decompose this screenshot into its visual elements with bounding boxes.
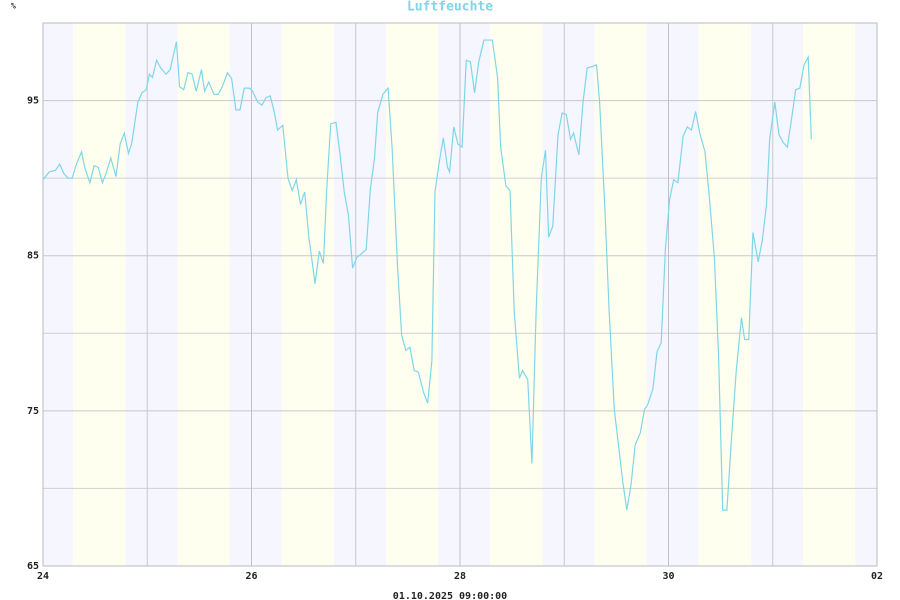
- night-band: [750, 23, 773, 566]
- x-tick-label: 26: [245, 571, 257, 582]
- x-axis-label: 01.10.2025 09:00:00: [393, 591, 507, 600]
- night-band: [668, 23, 699, 566]
- night-band: [43, 23, 74, 566]
- y-tick-label: 85: [27, 251, 39, 262]
- night-band: [646, 23, 669, 566]
- day-band: [698, 23, 751, 566]
- y-axis-unit: %: [11, 2, 16, 11]
- day-band: [594, 23, 647, 566]
- night-band: [355, 23, 386, 566]
- background-bands: [43, 23, 877, 566]
- day-band: [802, 23, 856, 566]
- night-band: [333, 23, 356, 566]
- y-tick-label: 75: [27, 406, 39, 417]
- day-band: [177, 23, 230, 566]
- x-tick-label: 30: [662, 571, 674, 582]
- plot-frame: [42, 22, 878, 567]
- night-band: [772, 23, 803, 566]
- night-band: [855, 23, 877, 566]
- night-band: [229, 23, 252, 566]
- night-band: [564, 23, 595, 566]
- y-tick-label: 65: [27, 561, 39, 572]
- x-tick-label: 24: [37, 571, 49, 582]
- day-band: [73, 23, 126, 566]
- night-band: [147, 23, 178, 566]
- y-tick-label: 95: [27, 96, 39, 107]
- night-band: [460, 23, 491, 566]
- x-tick-label: 28: [454, 571, 466, 582]
- night-band: [542, 23, 565, 566]
- night-band: [438, 23, 460, 566]
- data-line: [42, 39, 812, 511]
- chart-title: Luftfeuchte: [407, 0, 493, 15]
- day-band: [490, 23, 543, 566]
- day-band: [281, 23, 334, 566]
- day-band: [385, 23, 439, 566]
- night-band: [125, 23, 148, 566]
- night-band: [251, 23, 282, 566]
- x-tick-label: 02: [871, 571, 883, 582]
